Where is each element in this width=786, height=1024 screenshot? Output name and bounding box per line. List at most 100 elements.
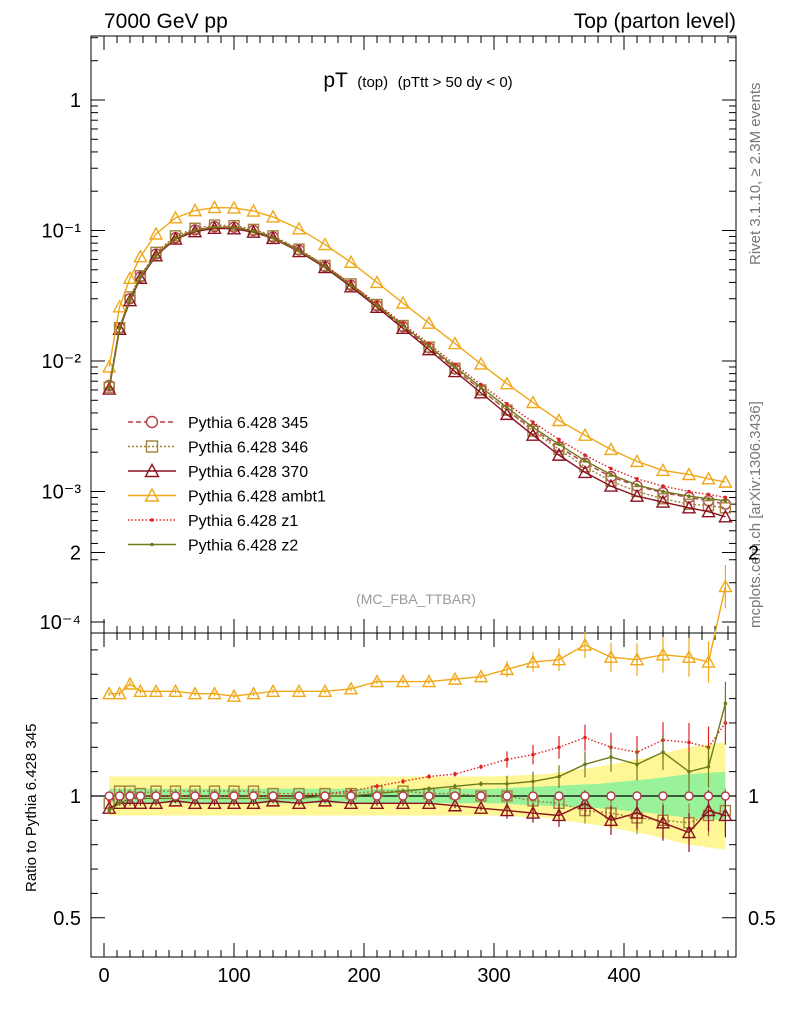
ratio-point [148,795,164,810]
data-point [577,464,593,479]
ratio-reference-point [580,791,590,801]
legend-marker [144,487,160,502]
data-point [193,228,197,233]
series-line [108,224,726,509]
data-point [499,406,515,421]
plot-title: pT (top) (pTtt > 50 dy < 0) [323,69,512,92]
legend-marker [150,542,154,547]
ratio-point [718,808,733,822]
data-point [208,219,221,231]
series-4 [107,224,728,500]
ratio-point [687,769,691,774]
rivet-label: Rivet 3.1.10, ≥ 2.3M events [747,83,764,266]
data-point [112,299,127,313]
data-point [375,303,379,307]
legend-label: Pythia 6.428 ambt1 [188,489,326,506]
ratio-point [112,795,127,810]
ratio-reference-point [209,791,220,801]
ratio-point [531,779,535,784]
data-point [577,427,593,441]
ratio-y-tick-label-right: 2 [748,543,759,565]
data-point [701,471,716,485]
data-point [718,474,733,488]
ratio-panel: 2 2 1 1 0.5 0.5 0 100 200 300 400 Ratio to Pythia … [23,543,776,988]
data-point [102,359,117,373]
ratio-point [226,795,242,810]
main-y-tick-label: 1 [70,90,81,112]
data-point [505,401,509,406]
main-series [102,200,733,523]
data-point [551,447,567,461]
ratio-reference-point [720,791,731,801]
ratio-point [453,772,457,776]
data-point [655,462,671,477]
ratio-ylabel: Ratio to Pythia 6.428 345 [23,724,40,892]
ratio-point [583,735,587,740]
ratio-point [168,683,183,697]
data-point [421,315,437,329]
data-point [687,489,691,494]
data-point [107,386,111,390]
data-point [718,509,733,523]
data-point [246,203,261,217]
data-point [447,336,463,350]
ratio-point [401,779,405,784]
data-point [687,494,691,499]
ratio-point [723,701,728,706]
data-point [635,483,639,487]
data-point [173,236,178,241]
ratio-point [557,774,561,779]
series-5 [107,225,728,503]
data-point [551,413,567,427]
data-point [189,222,201,234]
data-point [317,237,333,251]
ratio-point [369,795,385,810]
data-point [473,385,489,399]
title-main: pT [323,69,348,92]
ratio-point [246,686,261,700]
ratio-point [583,762,587,767]
data-point [661,489,665,494]
ratio-reference-point [151,791,161,801]
ratio-point [718,579,733,593]
data-point [371,298,383,311]
data-point [317,260,333,274]
data-point [128,296,132,301]
ratio-point [369,674,385,688]
data-point [473,356,489,370]
ratio-point [629,805,645,819]
ratio-reference-point [703,791,714,801]
data-point [681,467,697,481]
data-point [447,364,463,378]
legend-entry: Pythia 6.428 z1 [128,513,298,530]
data-point [657,493,669,505]
ratio-point [375,784,379,789]
ratio-point [265,683,281,697]
ratio-point [265,793,281,807]
ratio-point [635,762,639,767]
ratio-point [427,774,431,779]
ratio-point [317,683,333,697]
ratio-reference-point [135,791,146,801]
ratio-y-tick-label: 1 [70,786,81,808]
data-point [629,453,645,468]
data-point [117,326,122,331]
data-point [583,458,587,463]
data-point [525,395,541,409]
data-point [603,441,619,456]
data-point [168,210,183,224]
ratio-point [207,686,222,700]
data-point [271,235,275,240]
data-point [148,248,164,262]
data-point [291,221,307,235]
main-y-tick-label: 10⁻⁴ [40,612,81,634]
x-tick-label: 300 [477,965,510,987]
ratio-point [453,784,457,789]
data-point [629,488,645,502]
ratio-point [551,652,567,666]
legend-marker [145,440,159,453]
ratio-point [577,637,593,651]
ratio-reference-point [294,791,304,801]
legend-entry: Pythia 6.428 345 [128,415,308,432]
legend-label: Pythia 6.428 346 [188,440,308,457]
